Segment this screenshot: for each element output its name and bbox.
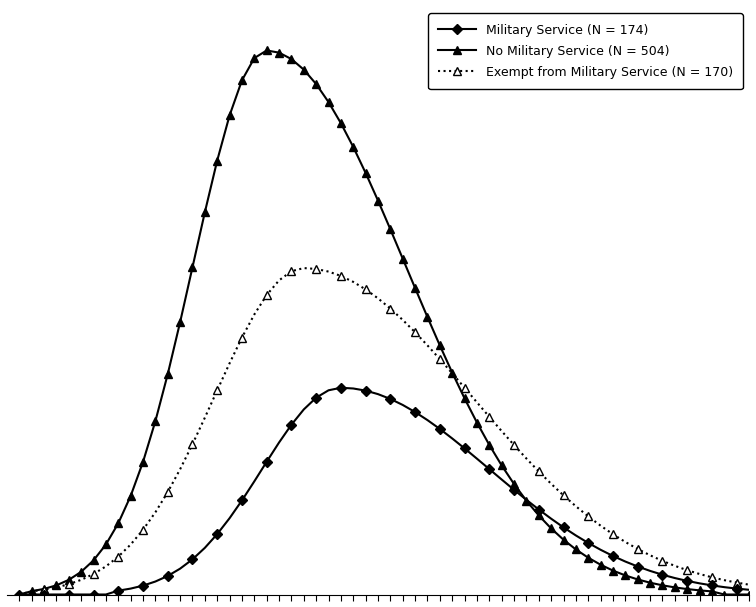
Line: No Military Service (N = 504): No Military Service (N = 504) bbox=[15, 46, 753, 599]
No Military Service (N = 504) bbox=[485, 441, 494, 449]
No Military Service (N = 504) bbox=[225, 112, 234, 119]
Line: Military Service (N = 174): Military Service (N = 174) bbox=[16, 384, 752, 598]
No Military Service (N = 504) bbox=[200, 209, 209, 216]
Military Service (N = 174) bbox=[485, 466, 494, 473]
Exempt from Military Service (N = 170) bbox=[249, 311, 259, 318]
Military Service (N = 174) bbox=[15, 591, 24, 598]
Military Service (N = 174) bbox=[336, 384, 345, 392]
Military Service (N = 174) bbox=[138, 582, 147, 589]
Military Service (N = 174) bbox=[200, 544, 209, 552]
Exempt from Military Service (N = 170) bbox=[485, 413, 494, 421]
Exempt from Military Service (N = 170) bbox=[15, 591, 24, 598]
No Military Service (N = 504) bbox=[262, 47, 271, 54]
No Military Service (N = 504) bbox=[138, 458, 147, 466]
Military Service (N = 174) bbox=[262, 458, 271, 466]
Exempt from Military Service (N = 170) bbox=[200, 414, 209, 421]
Exempt from Military Service (N = 170) bbox=[225, 359, 234, 367]
No Military Service (N = 504) bbox=[745, 591, 754, 598]
Exempt from Military Service (N = 170) bbox=[262, 291, 271, 299]
Military Service (N = 174) bbox=[225, 515, 234, 522]
Line: Exempt from Military Service (N = 170): Exempt from Military Service (N = 170) bbox=[15, 264, 753, 599]
Exempt from Military Service (N = 170) bbox=[745, 581, 754, 588]
Exempt from Military Service (N = 170) bbox=[299, 265, 308, 272]
Exempt from Military Service (N = 170) bbox=[138, 526, 147, 534]
No Military Service (N = 504) bbox=[274, 49, 284, 56]
Legend: Military Service (N = 174), No Military Service (N = 504), Exempt from Military : Military Service (N = 174), No Military … bbox=[428, 13, 743, 89]
Military Service (N = 174) bbox=[249, 478, 259, 485]
Military Service (N = 174) bbox=[745, 586, 754, 594]
No Military Service (N = 504) bbox=[15, 591, 24, 598]
No Military Service (N = 504) bbox=[249, 55, 259, 62]
